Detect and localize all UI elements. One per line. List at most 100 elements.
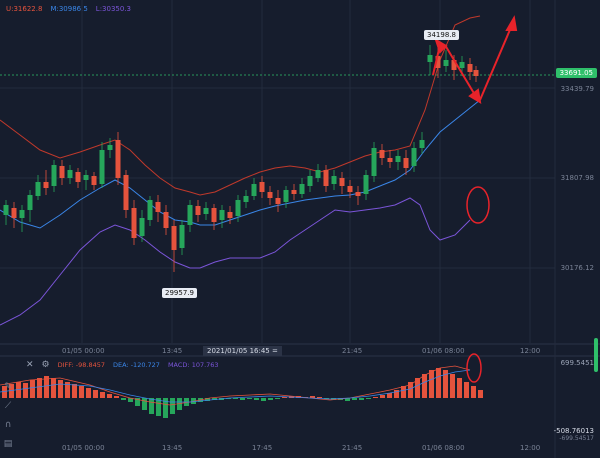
macd-bar — [359, 398, 364, 400]
macd-bar — [30, 380, 35, 398]
legend-upper: U:31622.8 — [6, 5, 43, 13]
candle-body — [211, 208, 217, 222]
macd-bar — [149, 398, 154, 414]
macd-bar — [345, 398, 350, 401]
macd-diff: DIFF: -98.8457 — [57, 361, 106, 369]
macd-bar — [450, 374, 455, 398]
time-label-5: 12:00 — [520, 347, 541, 355]
dea-line — [0, 369, 471, 403]
candle-body — [315, 170, 321, 178]
macd-bar — [121, 398, 126, 400]
low-price-bubble: 29957.9 — [162, 288, 197, 298]
macd-bar — [142, 398, 147, 410]
lower-band-line — [0, 197, 471, 326]
candle-body — [3, 205, 9, 215]
macd-bar — [457, 378, 462, 398]
candle-body — [435, 56, 441, 68]
high-price-bubble: 34198.8 — [424, 30, 459, 40]
macd-bar — [464, 382, 469, 398]
candle-body — [235, 200, 241, 216]
macd-bar — [44, 376, 49, 398]
macd-bar — [170, 398, 175, 414]
draw-tool-icon[interactable]: ✎ — [4, 382, 12, 392]
candle-body — [195, 206, 201, 215]
macd-bar — [401, 386, 406, 398]
macd-bar — [93, 390, 98, 398]
ruler-icon[interactable]: ⟋ — [4, 401, 12, 411]
candle-body — [163, 212, 169, 228]
macd-axis-bottom2: -699.54517 — [559, 435, 594, 442]
macd-bar — [51, 378, 56, 398]
macd-bar — [415, 378, 420, 398]
candle-body — [467, 64, 473, 72]
macd-bar — [352, 398, 357, 400]
annotation-arrows — [432, 15, 518, 104]
macd-value: MACD: 107.763 — [167, 361, 219, 369]
macd-time-1: 01/05 00:00 — [62, 444, 105, 452]
candle-body — [395, 156, 401, 162]
annotation-circle — [466, 186, 490, 224]
crosshair-time-badge: 2021/01/05 16:45 = — [203, 346, 282, 356]
candle-body — [283, 190, 289, 202]
candle-body — [473, 70, 479, 76]
macd-bar — [275, 398, 280, 399]
macd-histogram — [2, 368, 483, 418]
candle-body — [419, 140, 425, 148]
macd-bar — [205, 398, 210, 401]
time-label-1: 01/05 00:00 — [62, 347, 105, 355]
price-label-1: 33439.79 — [560, 85, 594, 93]
drawing-toolbar: ✎ ⟋ ∩ ▤ — [3, 382, 13, 449]
candle-body — [459, 62, 465, 68]
candle-body — [83, 175, 89, 180]
legend-middle: M:30986.5 — [50, 5, 88, 13]
macd-bar — [58, 380, 63, 398]
candle-body — [107, 145, 113, 150]
time-label-4: 01/06 08:00 — [422, 347, 465, 355]
candle-body — [347, 186, 353, 192]
macd-bar — [247, 398, 252, 399]
macd-bar — [163, 398, 168, 418]
trash-icon[interactable]: ▤ — [3, 439, 13, 449]
candle-body — [451, 60, 457, 70]
candle-body — [275, 198, 281, 204]
macd-bar — [2, 386, 7, 398]
macd-bar — [429, 370, 434, 398]
macd-bar — [394, 390, 399, 398]
macd-bar — [240, 398, 245, 400]
settings-icon[interactable]: ⚙ — [41, 360, 50, 370]
candle-body — [19, 210, 25, 218]
macd-axis-bottom: -508.76013 — [553, 427, 594, 435]
candle-body — [403, 158, 409, 168]
macd-bar — [65, 382, 70, 398]
macd-bar — [366, 398, 371, 399]
candle-body — [331, 176, 337, 184]
macd-annotation-circle — [466, 353, 482, 383]
close-icon[interactable]: ✕ — [26, 360, 34, 370]
macd-bar — [72, 384, 77, 398]
macd-bar — [282, 397, 287, 398]
candle-body — [379, 150, 385, 158]
scroll-handle[interactable] — [594, 338, 598, 372]
macd-bar — [471, 386, 476, 398]
candle-body — [307, 176, 313, 186]
candle-body — [427, 55, 433, 62]
price-label-3: 30176.12 — [560, 264, 594, 272]
macd-bar — [387, 393, 392, 398]
candle-body — [219, 210, 225, 220]
candle-body — [387, 158, 393, 162]
candle-body — [75, 172, 81, 182]
magnet-icon[interactable]: ∩ — [4, 420, 12, 430]
macd-legend: ✕ ⚙ DIFF: -98.8457 DEA: -120.727 MACD: 1… — [26, 360, 219, 370]
candle-body — [227, 212, 233, 218]
macd-bar — [408, 382, 413, 398]
candle-body — [259, 182, 265, 192]
candle-body — [43, 182, 49, 188]
candle-body — [115, 140, 121, 178]
macd-bar — [422, 374, 427, 398]
candle-body — [171, 226, 177, 250]
candle-body — [99, 150, 105, 184]
candle-body — [59, 166, 65, 178]
candle-body — [339, 178, 345, 186]
macd-bar — [16, 382, 21, 398]
